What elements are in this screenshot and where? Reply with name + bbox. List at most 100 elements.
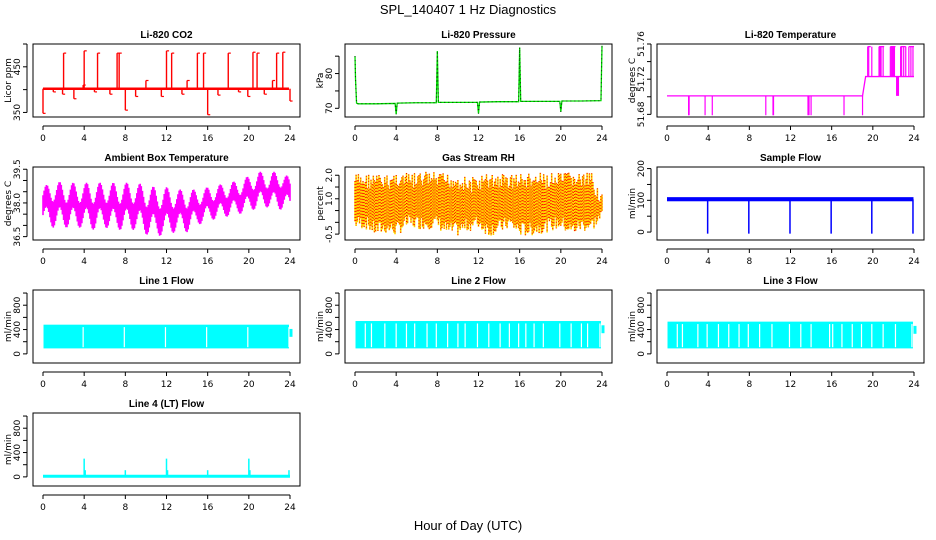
- series-line: [667, 75, 914, 97]
- y-tick-label: -0.5: [325, 225, 335, 243]
- x-tick-label: 4: [81, 257, 87, 267]
- series-9: [43, 458, 290, 478]
- x-tick-label: 16: [514, 134, 526, 144]
- x-tick-label: 8: [122, 380, 128, 390]
- series-tail: [913, 325, 917, 334]
- y-axis-label: kPa: [316, 73, 326, 89]
- y-axis-label: ml/min: [628, 311, 638, 342]
- x-tick-label: 4: [705, 257, 711, 267]
- y-tick-label: 39.5: [13, 159, 23, 179]
- x-tick-label: 0: [664, 380, 670, 390]
- y-tick-label: 0: [637, 229, 647, 235]
- series-tail: [601, 325, 605, 334]
- chart-panel-6: Line 1 Flow ml/min 0 4 8 12 16 20 24 0 400 800: [4, 276, 301, 390]
- y-tick-label: 450: [13, 58, 23, 75]
- chart-panel-5: Sample Flow ml/min 0 4 8 12 16 20 24 0 100 200: [628, 153, 925, 267]
- x-tick-label: 16: [826, 380, 838, 390]
- panel-title: Line 2 Flow: [451, 276, 506, 287]
- series-4: [354, 171, 603, 236]
- x-tick-label: 24: [908, 257, 920, 267]
- panel-title: Gas Stream RH: [442, 153, 515, 164]
- series-tail: [289, 328, 293, 337]
- series-7: [355, 321, 605, 349]
- x-tick-label: 16: [202, 380, 214, 390]
- panel-title: Line 4 (LT) Flow: [129, 399, 205, 410]
- x-tick-label: 16: [826, 134, 838, 144]
- series-3: [42, 171, 291, 236]
- x-tick-label: 0: [40, 257, 46, 267]
- x-tick-label: 16: [202, 134, 214, 144]
- x-tick-label: 8: [746, 134, 752, 144]
- y-tick-label: 0: [13, 474, 23, 480]
- plot-frame: [656, 43, 925, 118]
- y-tick-label: 80: [325, 68, 335, 80]
- x-tick-label: 16: [202, 257, 214, 267]
- plot-frame: [656, 166, 925, 241]
- x-tick-label: 20: [243, 257, 255, 267]
- x-tick-label: 24: [908, 134, 920, 144]
- y-tick-label: 800: [13, 419, 23, 436]
- chart-panel-0: Li-820 CO2 Licor ppm 0 4 8 12 16 20 24 350 450: [4, 30, 301, 144]
- y-tick-label: 350: [13, 104, 23, 121]
- x-tick-label: 8: [434, 134, 440, 144]
- x-tick-label: 8: [746, 380, 752, 390]
- plot-frame: [344, 43, 613, 118]
- x-tick-label: 12: [473, 380, 484, 390]
- series-2: [667, 45, 914, 116]
- y-tick-label: 100: [637, 191, 647, 208]
- x-tick-label: 24: [596, 134, 608, 144]
- x-tick-label: 4: [393, 380, 399, 390]
- series-band: [667, 197, 914, 202]
- x-tick-label: 24: [596, 380, 608, 390]
- y-tick-label: 400: [13, 321, 23, 338]
- y-tick-label: 400: [13, 444, 23, 461]
- y-tick-label: 400: [325, 321, 335, 338]
- figure-xlabel: Hour of Day (UTC): [413, 518, 523, 533]
- y-tick-label: 800: [637, 296, 647, 313]
- x-tick-label: 4: [81, 134, 87, 144]
- x-tick-label: 24: [284, 257, 296, 267]
- series-5: [667, 197, 914, 234]
- x-tick-label: 12: [473, 257, 484, 267]
- y-axis-label: ml/min: [316, 311, 326, 342]
- chart-panel-3: Ambient Box Temperature degrees C 0 4 8 12 16 2…: [4, 153, 301, 267]
- x-tick-label: 4: [393, 134, 399, 144]
- y-tick-label: 0: [13, 351, 23, 357]
- x-tick-label: 8: [434, 257, 440, 267]
- chart-panel-9: Line 4 (LT) Flow ml/min 0 4 8 12 16 20 24 0 400 800: [4, 399, 301, 513]
- x-tick-label: 20: [867, 257, 879, 267]
- chart-panel-1: Li-820 Pressure kPa 0 4 8 12 16 20 24 70 80: [316, 30, 613, 144]
- series-band-dots: [354, 171, 603, 236]
- x-tick-label: 20: [555, 257, 567, 267]
- panel-title: Line 3 Flow: [763, 276, 818, 287]
- plot-frame: [344, 289, 613, 364]
- x-tick-label: 0: [40, 380, 46, 390]
- x-tick-label: 24: [908, 380, 920, 390]
- y-tick-label: 51.68: [637, 101, 647, 127]
- series-band: [42, 171, 291, 236]
- x-tick-label: 8: [122, 134, 128, 144]
- x-tick-label: 0: [664, 134, 670, 144]
- x-tick-label: 12: [161, 380, 172, 390]
- series-1: [354, 45, 603, 115]
- y-tick-label: 36.5: [13, 227, 23, 247]
- y-axis-label: Licor ppm: [4, 58, 14, 103]
- x-tick-label: 24: [596, 257, 608, 267]
- series-line: [354, 45, 603, 115]
- x-tick-label: 8: [746, 257, 752, 267]
- x-tick-label: 0: [352, 380, 358, 390]
- series-band: [667, 321, 913, 349]
- y-tick-label: 70: [325, 102, 335, 114]
- series-8: [667, 321, 917, 349]
- y-axis-label: degrees C: [4, 181, 14, 226]
- x-tick-label: 0: [352, 257, 358, 267]
- x-tick-label: 20: [867, 380, 879, 390]
- x-tick-label: 12: [785, 134, 796, 144]
- x-tick-label: 12: [161, 134, 172, 144]
- chart-panel-8: Line 3 Flow ml/min 0 4 8 12 16 20 24 0 400 800: [628, 276, 925, 390]
- chart-panel-7: Line 2 Flow ml/min 0 4 8 12 16 20 24 0 400 800: [316, 276, 613, 390]
- x-tick-label: 0: [40, 503, 46, 513]
- x-tick-label: 20: [555, 380, 567, 390]
- panel-title: Ambient Box Temperature: [104, 153, 229, 164]
- x-tick-label: 4: [705, 380, 711, 390]
